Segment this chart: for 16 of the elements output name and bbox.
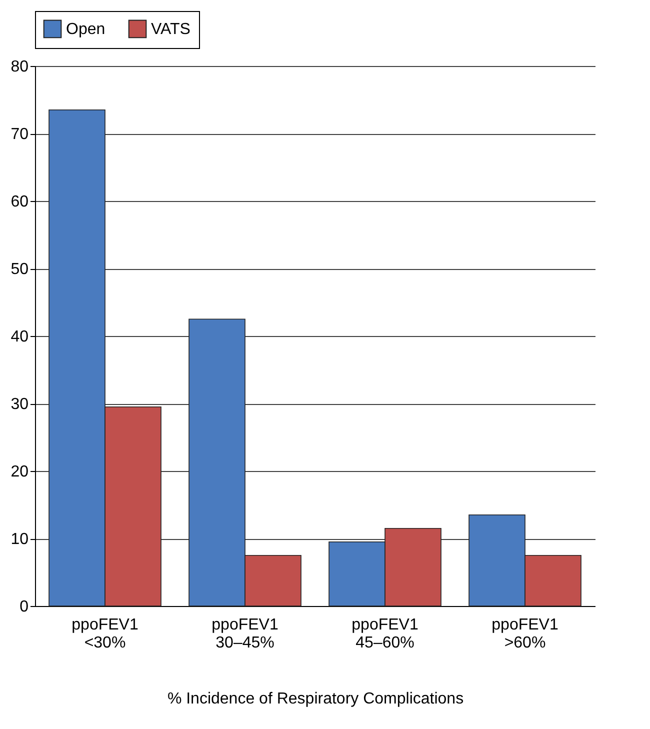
x-tick-label: ppoFEV1 <30% <box>72 616 138 652</box>
y-tick-label: 40 <box>10 328 29 346</box>
x-axis-title: % Incidence of Respiratory Complications <box>167 690 464 708</box>
x-tick-label: ppoFEV1 45–60% <box>352 616 418 652</box>
y-tick-label: 30 <box>10 396 29 413</box>
x-tick-label: ppoFEV1 30–45% <box>212 616 278 652</box>
legend-label: VATS <box>151 20 190 38</box>
y-tick-label: 10 <box>10 531 29 548</box>
y-tick-label: 50 <box>10 261 29 278</box>
y-tick-label: 70 <box>10 126 29 143</box>
x-tick-label: ppoFEV1 >60% <box>492 616 558 652</box>
legend-label: Open <box>66 20 106 38</box>
y-tick-label: 80 <box>10 58 29 76</box>
y-tick-label: 20 <box>10 464 29 480</box>
y-tick-label: 60 <box>10 194 29 210</box>
y-tick-label: 0 <box>20 598 29 616</box>
